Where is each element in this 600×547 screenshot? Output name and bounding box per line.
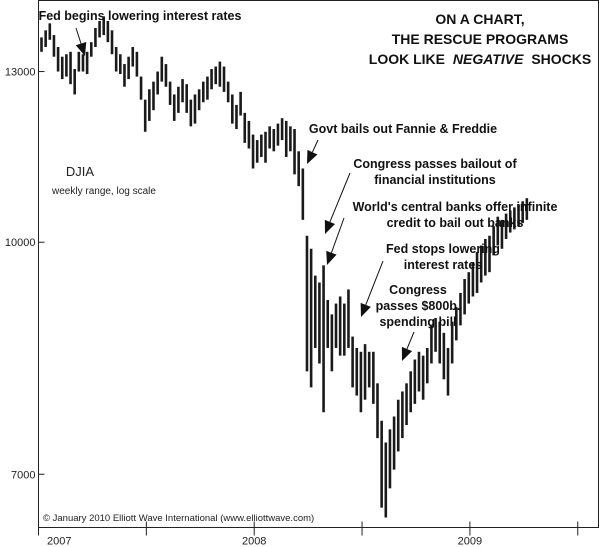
chart-title: ON A CHART, THE RESCUE PROGRAMS LOOK LIK… (369, 11, 591, 67)
axis-ticks: 13000 10000 7000 2007 2008 2009 (5, 67, 579, 547)
annotation-label: Fed begins lowering interest rates (39, 9, 242, 23)
title-line-2: THE RESCUE PROGRAMS (392, 31, 569, 47)
annotation-label: Fed stops lowering (386, 242, 500, 256)
annotation-arrow-head (307, 149, 318, 164)
series-name: DJIA (66, 164, 95, 179)
series-note: weekly range, log scale (51, 186, 156, 197)
weekly-range-bars (40, 16, 529, 518)
annotation-label: Congress passes bailout of (353, 157, 517, 171)
annotation-label: financial institutions (374, 173, 496, 187)
annotation-label: passes $800b. (376, 299, 461, 313)
annotation-arrow-shaft (329, 172, 351, 223)
y-tick-label: 7000 (11, 469, 35, 481)
x-tick-label: 2007 (47, 536, 71, 547)
annotation-arrow-shaft (311, 139, 319, 153)
annotation-arrow-head (401, 346, 413, 361)
annotation-arrow-head (75, 41, 87, 56)
title-line-3: LOOK LIKE NEGATIVE SHOCKS (369, 51, 591, 67)
annotations: Fed begins lowering interest rates Govt b… (39, 9, 558, 361)
x-tick-label: 2009 (458, 536, 482, 547)
copyright-credit: © January 2010 Elliott Wave Internationa… (43, 513, 314, 524)
title-line-1: ON A CHART, (435, 11, 524, 27)
annotation-arrow-shaft (75, 27, 82, 44)
annotation-label: credit to bail out banks (387, 216, 524, 230)
annotation-arrow-shaft (365, 260, 384, 306)
annotation-arrow-shaft (330, 217, 345, 253)
annotation-label: spending bill (379, 315, 456, 329)
y-tick-label: 13000 (5, 67, 36, 79)
plot-frame (38, 0, 599, 528)
annotation-label: Govt bails out Fannie & Freddie (309, 122, 497, 136)
annotation-arrow-head (360, 302, 371, 317)
annotation-label: Congress (389, 283, 447, 297)
annotation-label: interest rates (404, 258, 483, 272)
y-tick-label: 10000 (5, 237, 36, 249)
title-emphasis: NEGATIVE (453, 51, 524, 67)
annotation-label: World's central banks offer infinite (353, 200, 558, 214)
x-tick-label: 2008 (242, 536, 266, 547)
annotation-arrow-head (324, 219, 336, 234)
annotation-arrow-head (326, 250, 337, 265)
title-line-3a: LOOK LIKE (369, 51, 445, 67)
title-line-3c: SHOCKS (531, 51, 591, 67)
annotation-arrow-shaft (406, 331, 415, 350)
